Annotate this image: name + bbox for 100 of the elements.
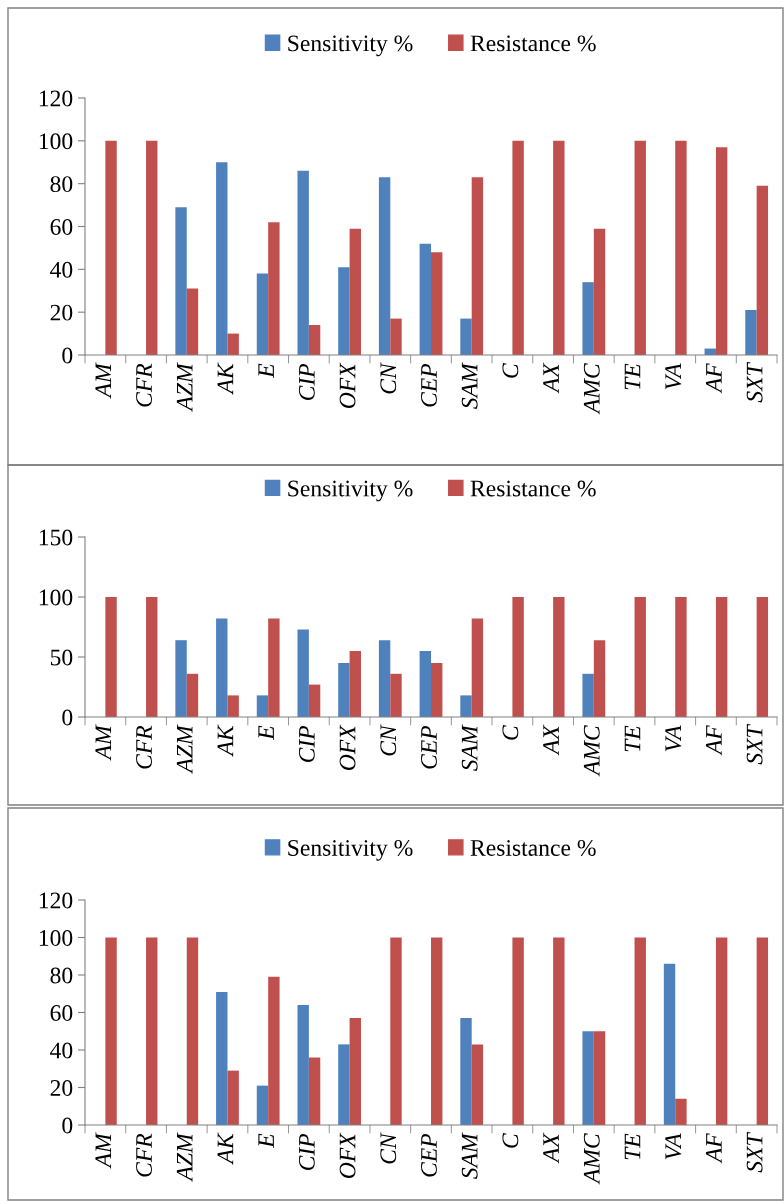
- legend-label: Resistance %: [470, 839, 596, 856]
- bar: [675, 1098, 687, 1125]
- legend-label: Sensitivity %: [288, 35, 413, 57]
- bar: [593, 1031, 606, 1125]
- bar: [297, 629, 309, 717]
- bar: [216, 162, 228, 355]
- bar: [308, 1057, 321, 1125]
- y-tick-label: 80: [50, 967, 73, 984]
- bar: [146, 937, 158, 1125]
- x-tick-label: CFR: [136, 725, 152, 769]
- x-tick-label: SXT: [746, 1131, 763, 1173]
- bar: [512, 597, 524, 717]
- x-tick-label: SXT: [746, 361, 763, 403]
- x-tick-label: CIP: [298, 1133, 315, 1171]
- bar: [460, 318, 472, 355]
- x-tick-label: OFX: [339, 1132, 356, 1179]
- bar: [715, 147, 728, 355]
- x-tick-label: E: [258, 1133, 274, 1149]
- bar: [460, 1018, 472, 1125]
- bar: [256, 1085, 269, 1125]
- x-tick-label: AM: [95, 1132, 112, 1169]
- x-tick-label: C: [502, 725, 519, 740]
- x-tick-label: AK: [217, 362, 234, 395]
- x-tick-label: VA: [665, 1133, 682, 1160]
- bar: [390, 318, 402, 355]
- bar: [512, 937, 524, 1125]
- bar: [216, 618, 228, 717]
- x-tick-label: SAM: [461, 724, 478, 771]
- x-tick-label: TE: [624, 725, 641, 752]
- y-tick-label: 20: [50, 304, 73, 321]
- bar: [582, 673, 594, 717]
- bar: [390, 673, 402, 717]
- bar: [105, 140, 117, 355]
- bar: [186, 673, 199, 717]
- bar: [756, 937, 769, 1125]
- bar: [175, 207, 187, 355]
- legend-label: Sensitivity %: [288, 480, 413, 502]
- bar: [256, 273, 269, 355]
- legend-label: Resistance %: [470, 480, 596, 497]
- bar: [256, 695, 269, 717]
- bar: [593, 640, 606, 717]
- y-tick-label: 0: [62, 347, 73, 364]
- x-tick-label: AF: [706, 1133, 722, 1164]
- x-tick-label: AZM: [176, 362, 193, 412]
- x-tick-label: AF: [706, 363, 722, 394]
- bar: [553, 937, 565, 1125]
- bar: [663, 963, 676, 1125]
- y-tick-label: 100: [39, 929, 73, 946]
- x-tick-label: AK: [217, 1132, 234, 1165]
- bar: [186, 288, 199, 355]
- bar: [471, 618, 484, 717]
- x-tick-label: CIP: [298, 363, 315, 401]
- bar: [756, 185, 769, 355]
- x-tick-label: VA: [665, 725, 682, 752]
- x-tick-label: TE: [624, 1133, 641, 1160]
- bar: [146, 140, 158, 355]
- bar: [297, 170, 309, 355]
- x-tick-label: AX: [543, 724, 559, 756]
- bar: [431, 252, 443, 355]
- bar: [378, 177, 391, 355]
- bar: [175, 640, 187, 717]
- bar: [675, 597, 687, 717]
- bar: [634, 597, 646, 717]
- bar: [227, 1070, 239, 1125]
- y-tick-label: 150: [39, 529, 73, 546]
- x-tick-label: CFR: [136, 1133, 152, 1177]
- bar: [419, 243, 431, 355]
- x-tick-label: CEP: [421, 363, 437, 407]
- y-tick-label: 100: [39, 589, 73, 606]
- x-tick-label: VA: [665, 363, 682, 390]
- x-tick-label: AMC: [583, 363, 600, 415]
- bar: [512, 140, 524, 355]
- bar: [105, 597, 117, 717]
- x-tick-label: AM: [95, 724, 112, 761]
- bar: [349, 651, 361, 717]
- bar: [756, 597, 769, 717]
- x-tick-label: AM: [95, 362, 112, 399]
- x-tick-label: CN: [380, 724, 397, 756]
- x-tick-label: C: [502, 363, 519, 378]
- y-tick-label: 60: [50, 218, 73, 235]
- bar: [582, 1031, 594, 1125]
- x-tick-label: CN: [380, 362, 397, 394]
- bar: [431, 937, 443, 1125]
- x-tick-label: SXT: [746, 723, 763, 765]
- x-tick-label: SAM: [461, 1132, 478, 1179]
- x-tick-label: AZM: [176, 1132, 193, 1182]
- bar: [297, 1005, 309, 1125]
- bar: [431, 663, 443, 717]
- x-tick-label: AX: [543, 1132, 559, 1164]
- bar: [715, 597, 728, 717]
- bar: [634, 140, 646, 355]
- bar: [105, 937, 117, 1125]
- x-tick-label: AX: [543, 362, 559, 394]
- y-tick-label: 100: [39, 133, 73, 150]
- bar: [715, 937, 728, 1125]
- x-tick-label: AMC: [583, 1133, 600, 1185]
- bar: [553, 597, 565, 717]
- bar: [216, 991, 228, 1125]
- bar: [675, 140, 687, 355]
- bar: [338, 663, 350, 717]
